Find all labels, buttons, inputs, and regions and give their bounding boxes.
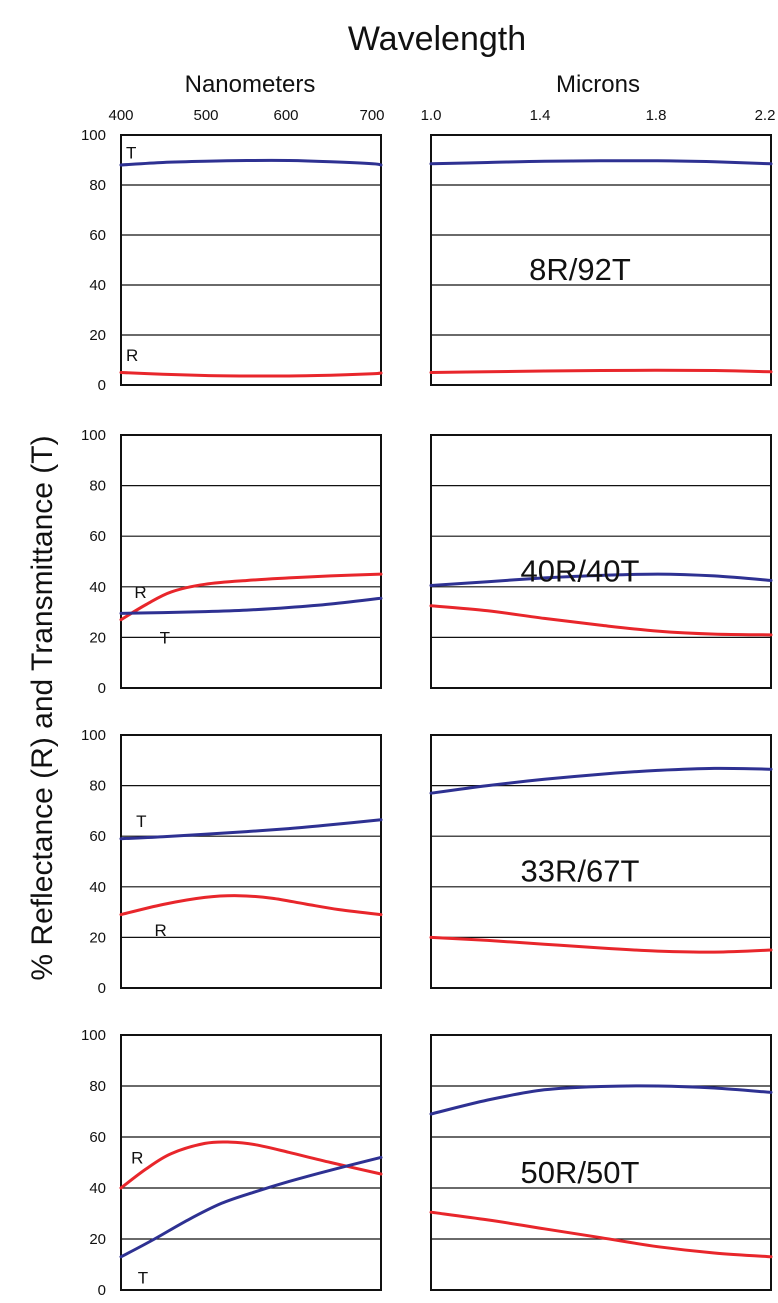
chart-panel-row: 100 80 60 40 20 0 R T 50R/50T xyxy=(81,1027,773,1299)
y-tick-label: 80 xyxy=(89,1078,106,1095)
y-tick-label: 100 xyxy=(81,727,106,744)
y-tick-label: 60 xyxy=(89,828,106,845)
y-tick-label: 40 xyxy=(89,277,106,294)
x-tick-label-um: 1.0 xyxy=(421,107,442,124)
reflectance-curve-um xyxy=(429,935,773,954)
transmittance-curve-label: T xyxy=(136,812,146,831)
plot-frame-microns xyxy=(430,1034,772,1291)
figure-title: Wavelength xyxy=(348,20,526,58)
reflectance-curve-nm xyxy=(119,572,383,622)
y-axis-label: % Reflectance (R) and Transmittance (T) xyxy=(26,435,59,980)
y-tick-label: 60 xyxy=(89,1129,106,1146)
y-tick-label: 0 xyxy=(98,1282,106,1299)
y-tick-label: 20 xyxy=(89,629,106,646)
y-tick-label: 100 xyxy=(81,127,106,144)
chart-panel-row: 100 80 60 40 20 0 R T 40R/40T xyxy=(81,427,773,697)
nanometers-axis-label: Nanometers xyxy=(185,71,316,98)
plot-frame-microns xyxy=(430,134,772,386)
coating-ratio-label: 40R/40T xyxy=(521,554,640,589)
y-tick-label: 60 xyxy=(89,227,106,244)
y-tick-label: 20 xyxy=(89,327,106,344)
transmittance-curve-nm xyxy=(119,596,383,615)
x-tick-label-nm: 500 xyxy=(193,107,218,124)
y-tick-label: 80 xyxy=(89,177,106,194)
transmittance-curve-nm xyxy=(119,158,383,167)
transmittance-curve-um xyxy=(429,1084,773,1116)
plot-frame-microns xyxy=(430,734,772,989)
coating-ratio-label: 33R/67T xyxy=(521,854,640,889)
x-tick-label-um: 2.2 xyxy=(755,107,776,124)
reflectance-curve-label: R xyxy=(126,346,138,365)
x-tick-label-nm: 600 xyxy=(273,107,298,124)
transmittance-curve-um xyxy=(429,766,773,795)
y-tick-label: 80 xyxy=(89,478,106,495)
transmittance-curve-nm xyxy=(119,818,383,841)
plot-frame-nanometers xyxy=(120,434,382,689)
y-tick-label: 40 xyxy=(89,1180,106,1197)
reflectance-curve-nm xyxy=(119,894,383,917)
reflectance-curve-label: R xyxy=(131,1148,143,1167)
coating-ratio-label: 8R/92T xyxy=(529,252,631,287)
y-tick-label: 0 xyxy=(98,377,106,394)
y-tick-label: 20 xyxy=(89,1231,106,1248)
reflectance-curve-nm xyxy=(119,1140,383,1190)
reflectance-curve-um xyxy=(429,368,773,374)
x-tick-label-nm: 700 xyxy=(359,107,384,124)
y-tick-label: 60 xyxy=(89,528,106,545)
y-tick-label: 0 xyxy=(98,980,106,997)
chart-panel-row: 100 80 60 40 20 0 T R 33R/67T xyxy=(81,727,773,997)
y-tick-label: 0 xyxy=(98,680,106,697)
transmittance-curve-um xyxy=(429,159,773,166)
panels-group: 400 500 600 700 1.0 1.4 1.8 2.2100806040200TR8R… xyxy=(81,107,775,1299)
reflectance-curve-nm xyxy=(119,371,383,378)
transmittance-curve-label: T xyxy=(126,144,136,163)
reflectance-curve-um xyxy=(429,1210,773,1259)
y-tick-label: 40 xyxy=(89,879,106,896)
y-tick-label: 20 xyxy=(89,929,106,946)
transmittance-curve-nm xyxy=(119,1155,383,1259)
coating-ratio-label: 50R/50T xyxy=(521,1155,640,1190)
x-tick-label-um: 1.4 xyxy=(530,107,551,124)
microns-axis-label: Microns xyxy=(556,71,640,98)
y-tick-label: 80 xyxy=(89,778,106,795)
y-tick-label: 100 xyxy=(81,1027,106,1044)
reflectance-curve-um xyxy=(429,604,773,637)
reflectance-curve-label: R xyxy=(134,583,146,602)
chart-panel-row: 100 80 60 40 20 0 T R 8R/92T xyxy=(81,127,773,394)
plot-frame-nanometers xyxy=(120,734,382,989)
transmittance-curve-label: T xyxy=(160,628,170,647)
y-tick-label: 100 xyxy=(81,427,106,444)
reflectance-curve-label: R xyxy=(155,921,167,940)
transmittance-curve-label: T xyxy=(138,1268,148,1287)
plot-frame-nanometers xyxy=(120,134,382,386)
plot-frame-nanometers xyxy=(120,1034,382,1291)
x-tick-label-um: 1.8 xyxy=(646,107,667,124)
plot-frame-microns xyxy=(430,434,772,689)
x-tick-label-nm: 400 xyxy=(108,107,133,124)
y-tick-label: 40 xyxy=(89,579,106,596)
transmittance-curve-um xyxy=(429,572,773,587)
